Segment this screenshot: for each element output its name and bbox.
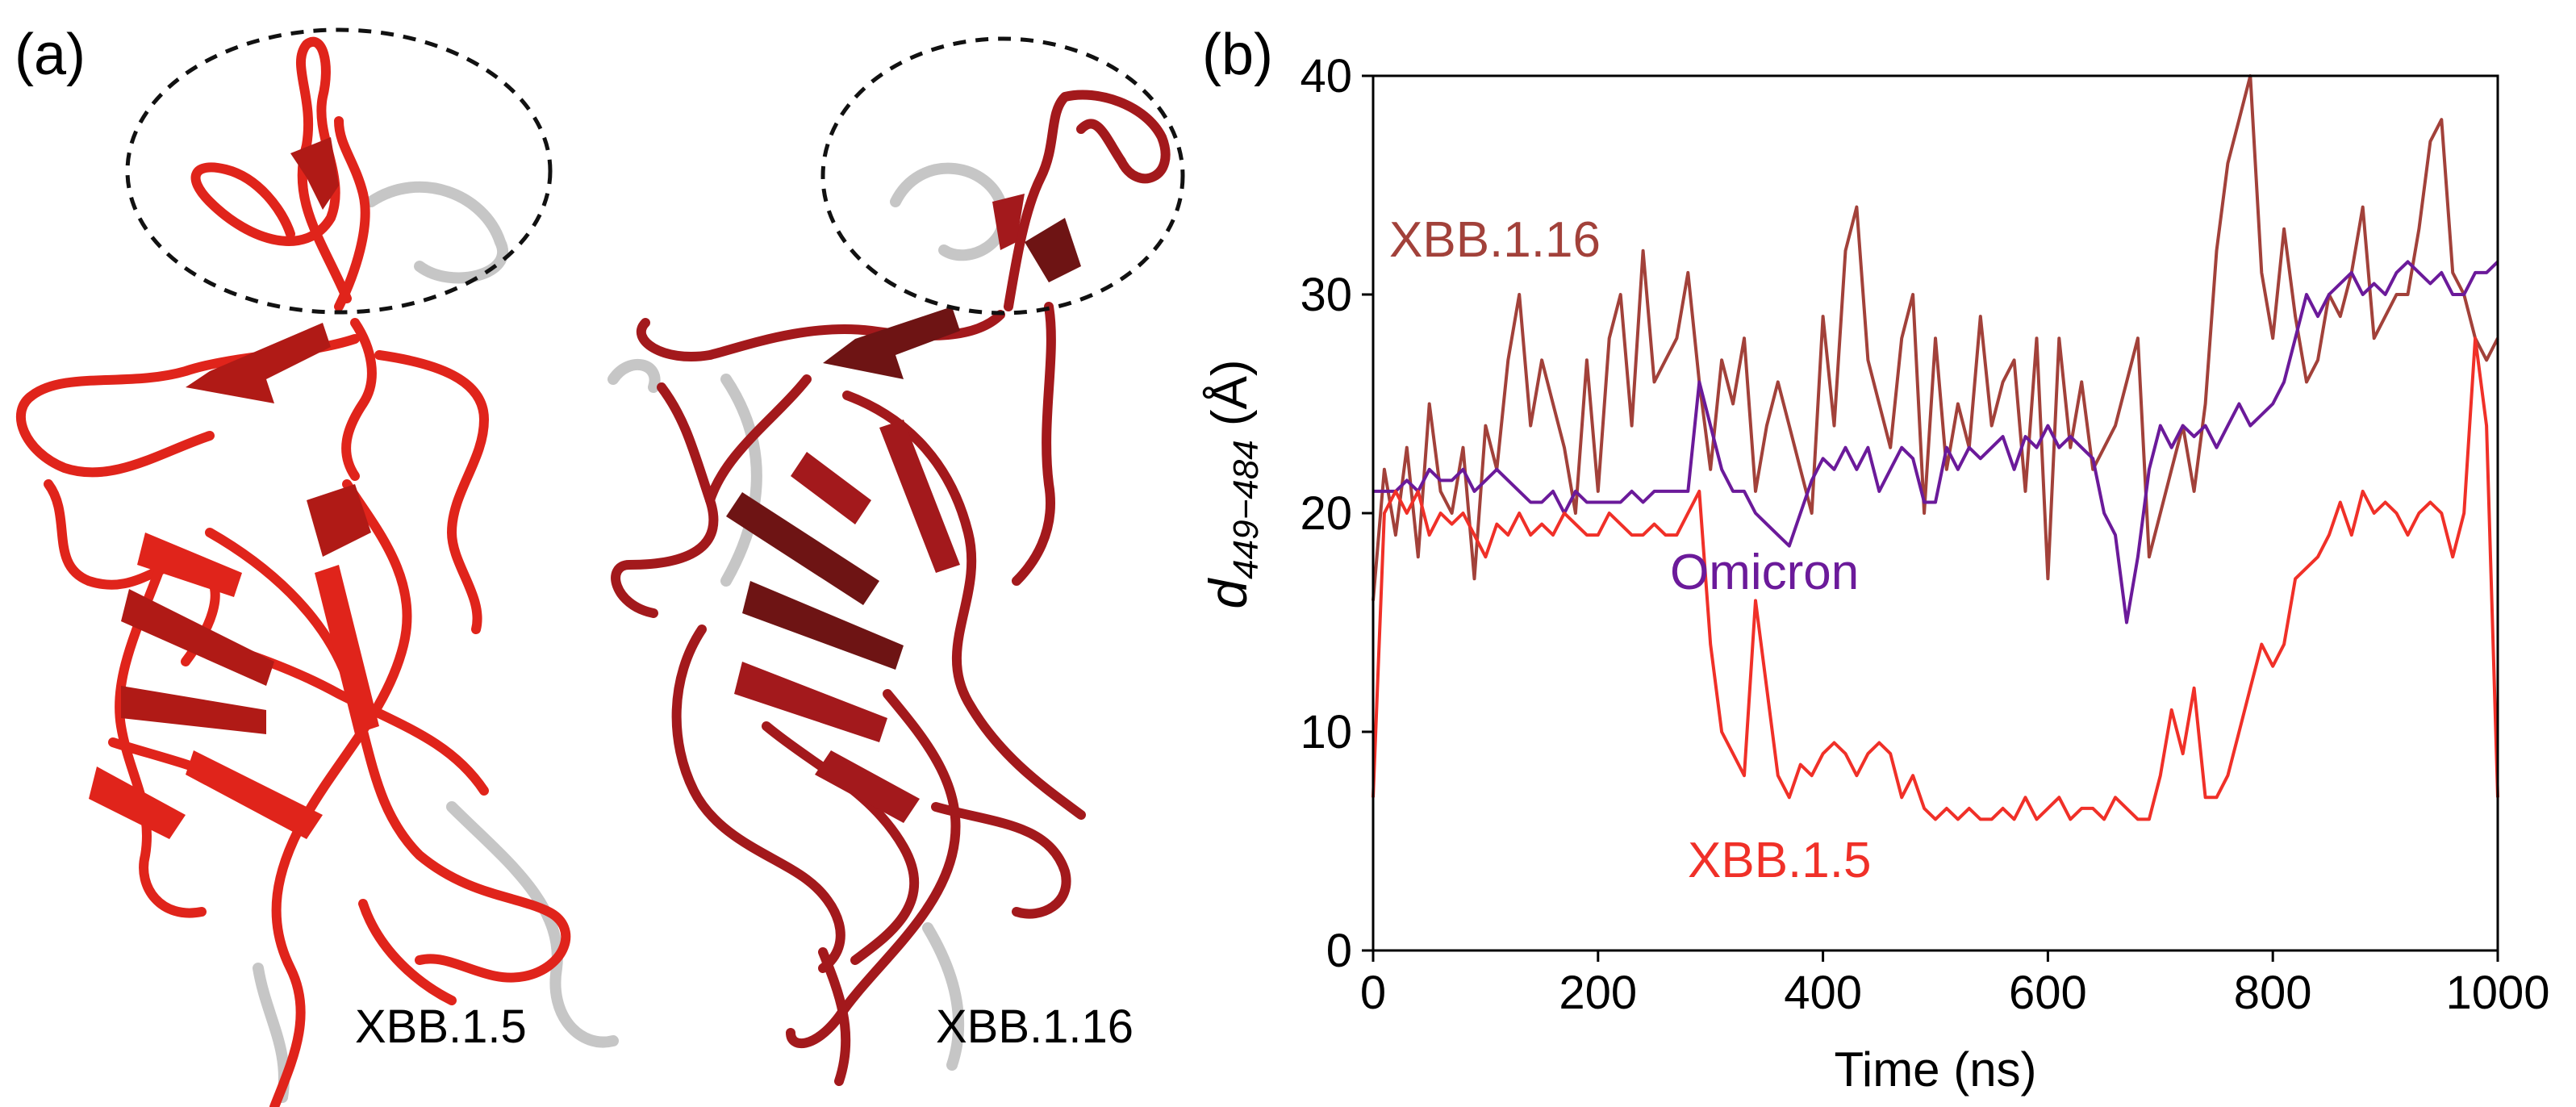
panel-a: (a)	[15, 23, 1185, 1107]
series-line-xbb116	[1372, 74, 2499, 601]
x-tick-label: 400	[1784, 967, 1862, 1019]
x-tick-label: 800	[2234, 967, 2312, 1019]
y-axis-label: d449−484 (Å)	[1198, 359, 1266, 608]
dashed-highlight-ellipse-right	[820, 36, 1185, 315]
tick-layer: 0 200 400 600 800 1000 0 10 20 30 40	[1300, 50, 2549, 1019]
x-tick-label: 200	[1559, 967, 1637, 1019]
panel-b: (b) d449−484 (Å) 0 200 400 600 800 1000 0 10 20 3…	[1198, 23, 2550, 1097]
series-label-xbb116: XBB.1.16	[1389, 212, 1601, 268]
x-tick-label: 600	[2009, 967, 2087, 1019]
structure-label-xbb15: XBB.1.5	[355, 1000, 527, 1053]
series-layer	[1372, 74, 2499, 821]
x-tick-label: 0	[1360, 967, 1386, 1019]
y-tick-label: 40	[1300, 50, 1352, 102]
y-tick-label: 30	[1300, 269, 1352, 321]
series-label-xbb15: XBB.1.5	[1688, 833, 1871, 888]
y-tick-label: 20	[1300, 487, 1352, 540]
y-axis-label-sub: 449−484	[1226, 440, 1266, 579]
x-tick-label: 1000	[2445, 967, 2549, 1019]
structure-xbb116-image	[607, 90, 1171, 1086]
structure-label-xbb116: XBB.1.16	[936, 1000, 1134, 1053]
series-line-xbb15	[1372, 336, 2499, 821]
structure-xbb15-image	[15, 36, 619, 1107]
y-tick-label: 0	[1326, 925, 1352, 977]
x-axis-label: Time (ns)	[1834, 1042, 2036, 1097]
series-line-omicron	[1373, 260, 2499, 625]
panel-a-label: (a)	[15, 23, 86, 87]
y-axis-label-unit: (Å)	[1202, 359, 1258, 440]
y-axis-label-main: d	[1198, 578, 1258, 609]
y-tick-label: 10	[1300, 706, 1352, 758]
panel-b-label: (b)	[1202, 23, 1273, 87]
dashed-highlight-ellipse-left	[125, 27, 553, 315]
series-label-omicron: Omicron	[1670, 545, 1859, 600]
